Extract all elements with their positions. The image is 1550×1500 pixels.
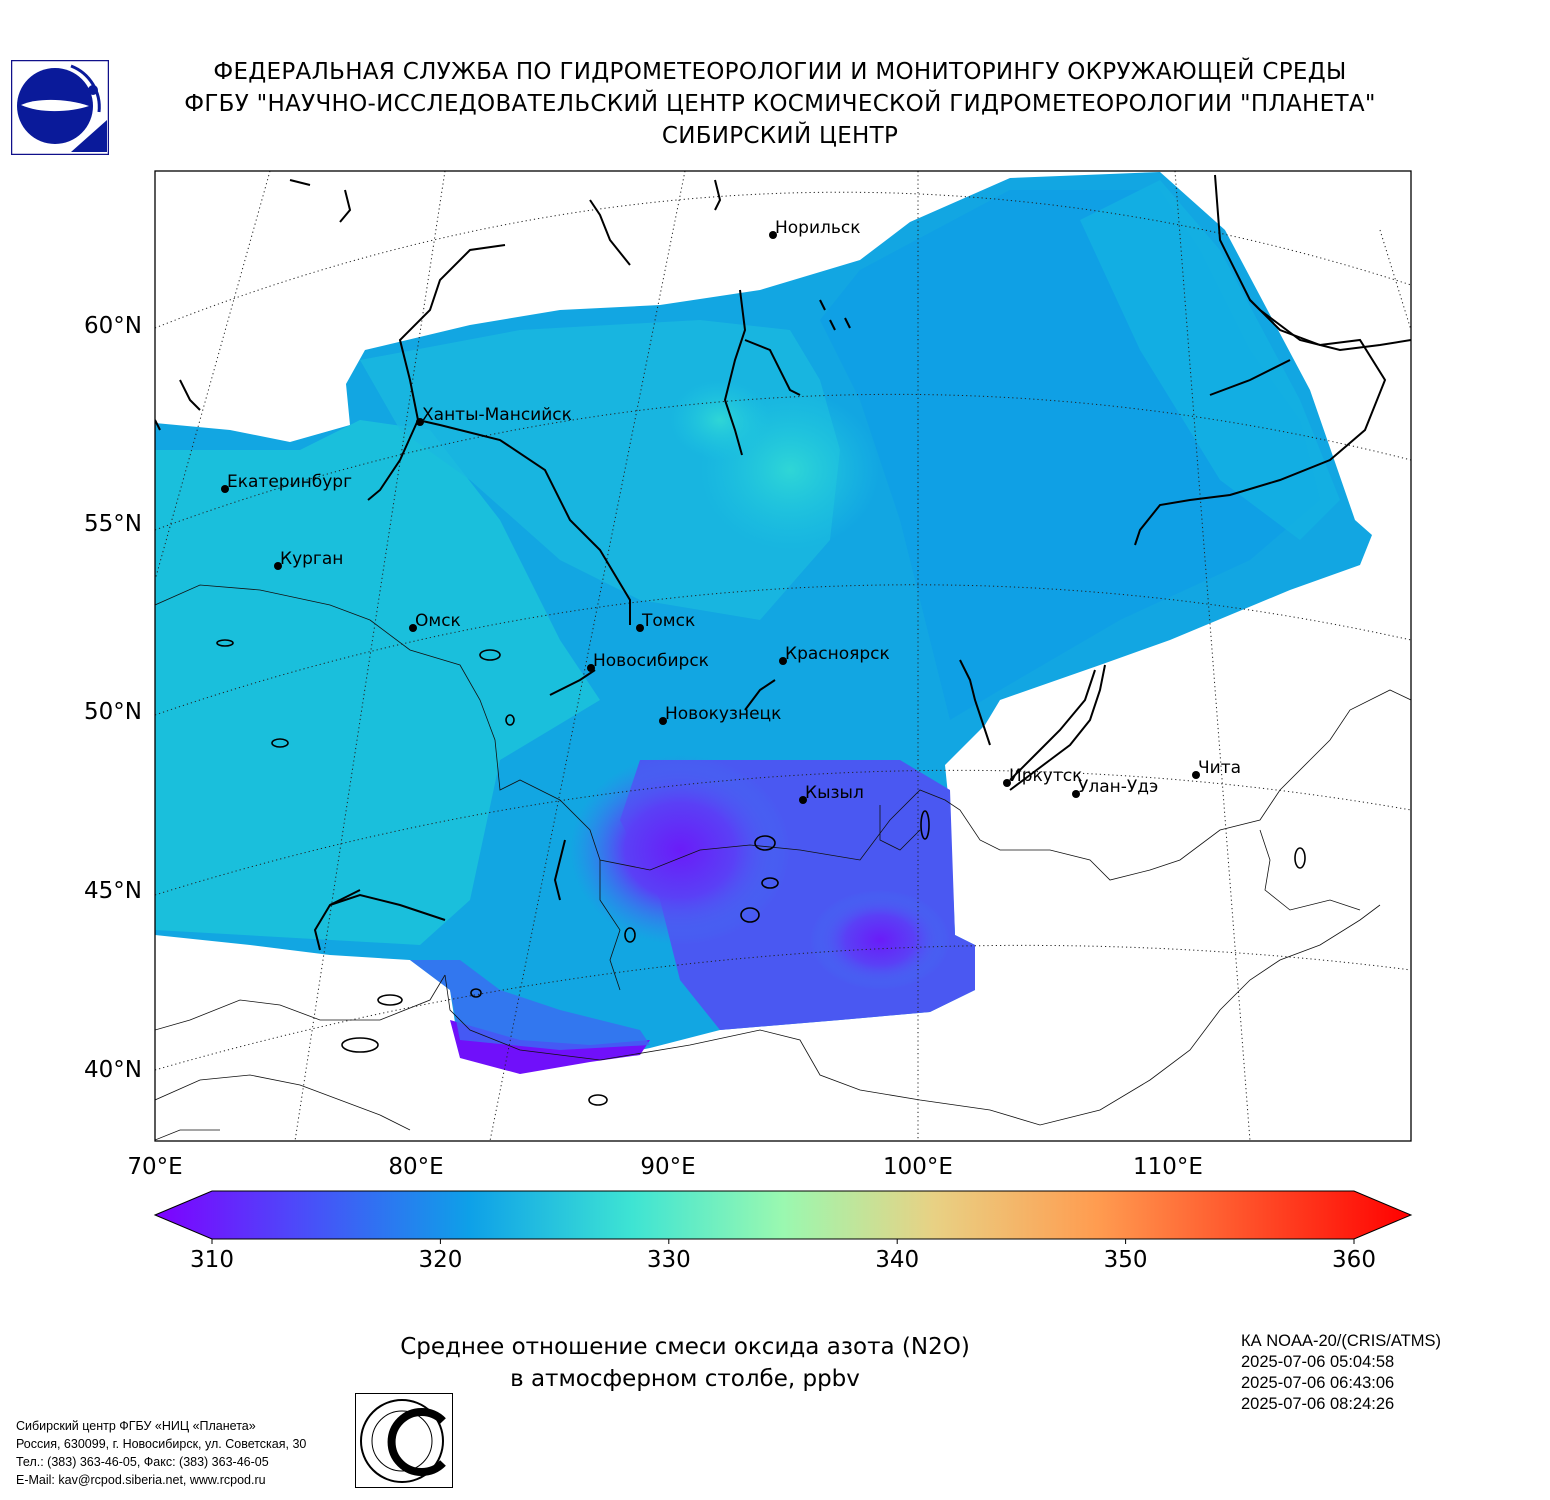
- planeta-logo: [11, 60, 109, 155]
- graticule: [155, 171, 1411, 1141]
- latitude-labels: 60°N 55°N 50°N 45°N 40°N: [84, 313, 142, 1083]
- city-marker: Томск: [636, 611, 695, 632]
- city-label: Улан-Удэ: [1078, 777, 1158, 797]
- colorbar-tick-label: 350: [1104, 1247, 1148, 1273]
- city-dot: [1192, 771, 1200, 779]
- city-dot: [416, 418, 424, 426]
- city-label: Кызыл: [805, 783, 864, 803]
- country-borders: [155, 584, 1411, 1141]
- city-marker: Ханты-Мансийск: [416, 405, 572, 426]
- lakes: [216, 639, 1306, 1106]
- city-marker: Новосибирск: [587, 651, 709, 672]
- longitude-label: 100°E: [883, 1154, 953, 1180]
- colorbar-tick-label: 330: [647, 1247, 691, 1273]
- colorbar-bar: [153, 1190, 1413, 1240]
- city-marker: Курган: [274, 549, 343, 570]
- latitude-label: 40°N: [84, 1057, 142, 1083]
- header-line-3: СИБИРСКИЙ ЦЕНТР: [661, 123, 899, 149]
- map-frame: [154, 170, 1412, 1142]
- city-dot: [1003, 779, 1011, 787]
- city-marker: Омск: [409, 611, 461, 632]
- city-dot: [1072, 790, 1080, 798]
- colorbar-tick-label: 340: [875, 1247, 919, 1273]
- city-dot: [274, 562, 282, 570]
- city-label: Новосибирск: [593, 651, 709, 671]
- city-label: Томск: [641, 611, 695, 631]
- city-dot: [779, 657, 787, 665]
- city-marker: Новокузнецк: [659, 704, 781, 725]
- title-line-1: Среднее отношение смеси оксида азота (N2…: [400, 1334, 970, 1360]
- longitude-label: 110°E: [1133, 1154, 1203, 1180]
- city-label: Иркутск: [1009, 766, 1082, 786]
- pass-time: 2025-07-06 08:24:26: [1241, 1395, 1395, 1413]
- n2o-map: Норильск Ханты-Мансийск Екатеринбург Курган…: [84, 170, 1413, 1273]
- city-label: Омск: [415, 611, 461, 631]
- latitude-label: 55°N: [84, 511, 142, 537]
- city-label: Ханты-Мансийск: [422, 405, 572, 425]
- city-label: Чита: [1198, 758, 1241, 778]
- organization-header: ФЕДЕРАЛЬНАЯ СЛУЖБА ПО ГИДРОМЕТЕОРОЛОГИИ …: [130, 56, 1430, 152]
- city-marker: Иркутск: [1003, 766, 1082, 787]
- product-title: Среднее отношение смеси оксида азота (N2…: [380, 1331, 990, 1395]
- colorbar-tick-label: 310: [190, 1247, 234, 1273]
- city-dot: [769, 231, 777, 239]
- data-field: [155, 172, 1372, 1074]
- latitude-label: 45°N: [84, 878, 142, 904]
- city-label: Курган: [280, 549, 343, 569]
- title-line-2: в атмосферном столбе, ppbv: [510, 1366, 860, 1392]
- city-dot: [636, 624, 644, 632]
- header-line-2: ФГБУ "НАУЧНО-ИССЛЕДОВАТЕЛЬСКИЙ ЦЕНТР КОС…: [184, 91, 1376, 117]
- city-dot: [799, 796, 807, 804]
- city-marker: Красноярск: [779, 644, 890, 665]
- longitude-label: 90°E: [640, 1154, 695, 1180]
- header-line-1: ФЕДЕРАЛЬНАЯ СЛУЖБА ПО ГИДРОМЕТЕОРОЛОГИИ …: [213, 59, 1347, 85]
- cities-layer: Норильск Ханты-Мансийск Екатеринбург Курган…: [221, 218, 1241, 804]
- pass-time: 2025-07-06 05:04:58: [1241, 1353, 1395, 1371]
- satellite-info: КА NOAA-20/(CRIS/ATMS) 2025-07-06 05:04:…: [1241, 1331, 1441, 1415]
- contact-line: Россия, 630099, г. Новосибирск, ул. Сове…: [16, 1437, 307, 1451]
- pass-time: 2025-07-06 06:43:06: [1241, 1374, 1395, 1392]
- satellite-instrument: КА NOAA-20/(CRIS/ATMS): [1241, 1332, 1441, 1350]
- city-marker: Кызыл: [799, 783, 864, 804]
- city-dot: [409, 624, 417, 632]
- contact-line: Сибирский центр ФГБУ «НИЦ «Планета»: [16, 1419, 256, 1433]
- city-label: Норильск: [775, 218, 861, 238]
- contact-line: E-Mail: kav@rcpod.siberia.net, www.rcpod…: [16, 1473, 266, 1487]
- colorbar-tick-label: 320: [418, 1247, 462, 1273]
- contact-line: Тел.: (383) 363-46-05, Факс: (383) 363-4…: [16, 1455, 269, 1469]
- longitude-label: 80°E: [388, 1154, 443, 1180]
- longitude-labels: 70°E 80°E 90°E 100°E 110°E: [127, 1154, 1203, 1180]
- latitude-label: 50°N: [84, 699, 142, 725]
- city-dot: [659, 717, 667, 725]
- colorbar: 310 320 330 340 350 360: [153, 1190, 1413, 1273]
- iso-9001-badge: [355, 1393, 453, 1488]
- city-marker: Екатеринбург: [221, 472, 352, 493]
- city-label: Новокузнецк: [665, 704, 781, 724]
- city-marker: Чита: [1192, 758, 1241, 779]
- latitude-label: 60°N: [84, 313, 142, 339]
- city-dot: [587, 664, 595, 672]
- colorbar-tick-label: 360: [1332, 1247, 1376, 1273]
- city-label: Екатеринбург: [227, 472, 352, 492]
- city-label: Красноярск: [785, 644, 890, 664]
- longitude-label: 70°E: [127, 1154, 182, 1180]
- contact-info: Сибирский центр ФГБУ «НИЦ «Планета» Росс…: [16, 1417, 306, 1489]
- city-marker: Улан-Удэ: [1072, 777, 1158, 798]
- city-dot: [221, 485, 229, 493]
- colorbar-ticks: 310 320 330 340 350 360: [190, 1239, 1376, 1273]
- rivers-coastlines: [155, 174, 1411, 951]
- city-marker: Норильск: [769, 218, 861, 239]
